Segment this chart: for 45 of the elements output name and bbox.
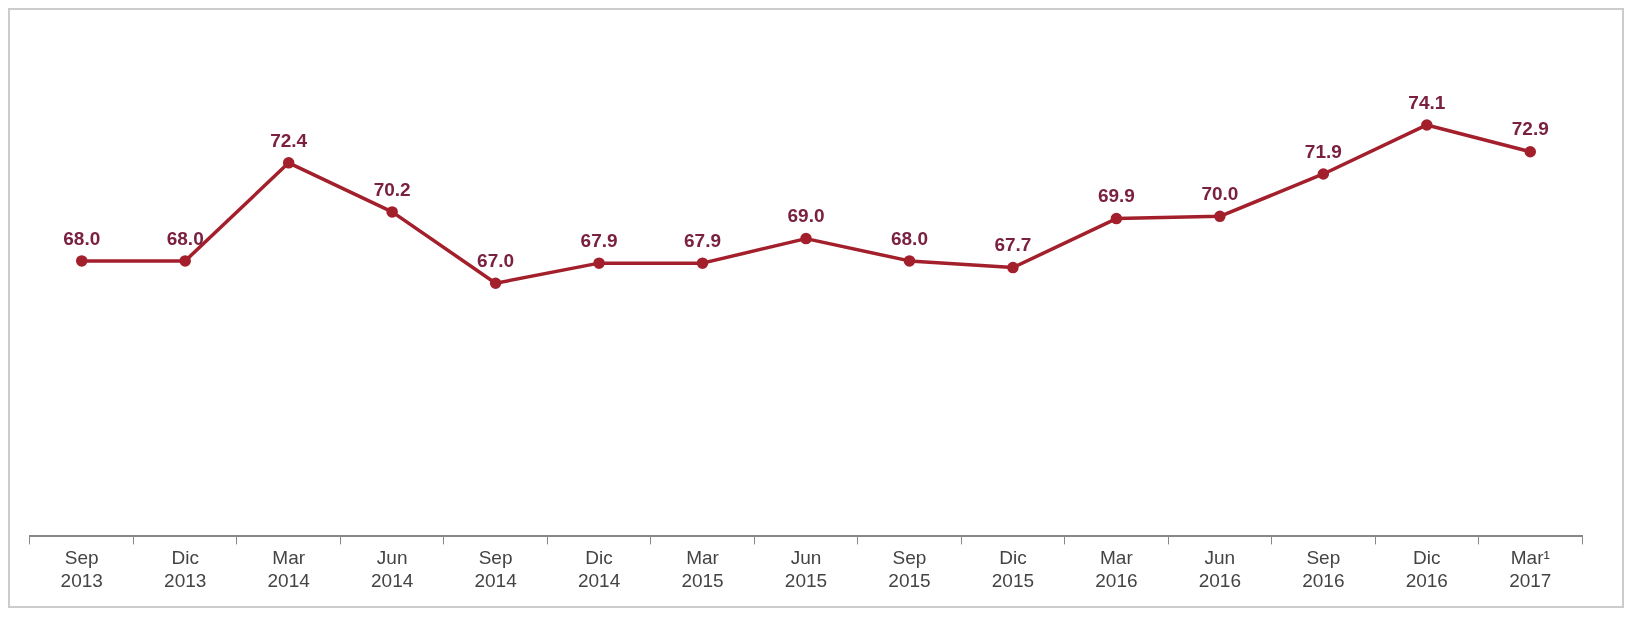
point — [75, 255, 88, 267]
point — [489, 277, 502, 289]
data-label: 69.9 — [1097, 185, 1135, 207]
data-label: 71.9 — [1304, 140, 1342, 162]
x-tick-label: Mar 2016 — [1095, 547, 1138, 591]
data-label: 67.9 — [580, 229, 618, 251]
data-label: 67.0 — [477, 249, 515, 271]
point — [1317, 168, 1330, 180]
x-tick-label: Jun 2015 — [784, 547, 828, 591]
data-label: 68.0 — [890, 227, 928, 249]
data-label: 72.9 — [1511, 118, 1549, 140]
data-label: 67.7 — [994, 234, 1032, 256]
point — [179, 255, 191, 267]
point — [593, 257, 605, 269]
point — [1421, 119, 1433, 131]
point — [386, 206, 398, 218]
data-label: 67.9 — [684, 229, 722, 251]
x-tick-label: Dic 2014 — [577, 547, 621, 591]
data-label: 70.2 — [373, 178, 411, 200]
point — [903, 255, 916, 267]
x-tick-label: Sep 2015 — [888, 547, 931, 591]
data-label: 74.1 — [1408, 91, 1446, 113]
point — [1110, 212, 1123, 225]
point — [696, 257, 709, 269]
x-tick-label: Jun 2016 — [1198, 547, 1242, 591]
x-tick-label: Dic 2013 — [164, 547, 207, 591]
x-tick-label: Sep 2016 — [1302, 547, 1345, 591]
point — [1524, 145, 1537, 158]
point — [1214, 210, 1226, 223]
x-tick-label: Jun 2014 — [370, 547, 414, 591]
data-label: 68.0 — [166, 227, 204, 249]
data-label: 72.4 — [270, 129, 308, 151]
x-tick-label: Mar 2014 — [267, 547, 311, 591]
x-tick-label: Mar¹ 2017 — [1509, 547, 1552, 591]
x-tick-label: Dic 2015 — [991, 547, 1035, 591]
data-label: 69.0 — [787, 205, 825, 227]
x-tick-label: Sep 2013 — [60, 547, 103, 591]
point — [800, 232, 812, 245]
data-label: 68.0 — [63, 227, 101, 249]
x-tick-label: Sep 2014 — [474, 547, 518, 591]
x-tick-label: Mar 2015 — [681, 547, 724, 591]
point — [282, 157, 295, 169]
data-label: 70.0 — [1201, 183, 1239, 205]
point — [1007, 261, 1019, 274]
x-tick-label: Dic 2016 — [1405, 547, 1448, 591]
